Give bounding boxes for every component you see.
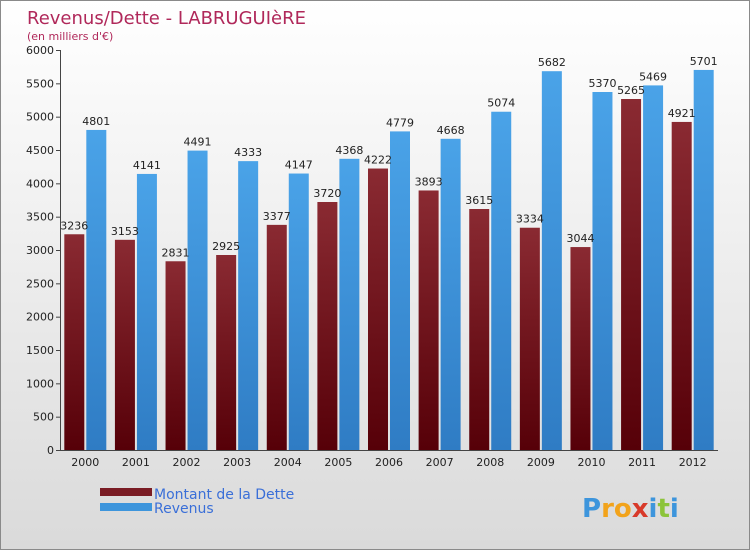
data-label-montant-de-la-dette-2011: 5265 [617, 84, 645, 97]
x-tick-label: 2011 [628, 456, 656, 469]
bar-revenus-2009 [541, 71, 562, 450]
y-tick-label: 2000 [26, 311, 54, 324]
logo-letter: o [614, 494, 632, 524]
data-label-revenus-2004: 4147 [285, 159, 313, 172]
y-tick-label: 5000 [26, 111, 54, 124]
x-tick-label: 2007 [426, 456, 454, 469]
bar-montant-de-la-dette-2011 [621, 99, 642, 450]
proxiti-logo: Proxiti [582, 494, 679, 524]
data-label-revenus-2012: 5701 [690, 55, 718, 68]
bar-montant-de-la-dette-2004 [266, 224, 287, 450]
legend-swatch-dette [100, 488, 152, 496]
logo-letter: i [670, 494, 679, 524]
y-axis-ticks: 0 500 1000 1500 2000 2500 3000 3500 4000 4500 5000… [26, 44, 60, 457]
y-tick-label: 500 [33, 411, 54, 424]
bar-revenus-2006 [390, 131, 410, 450]
bar-montant-de-la-dette-2003 [216, 255, 237, 450]
bar-montant-de-la-dette-2007 [418, 190, 439, 450]
y-tick-label: 4500 [26, 144, 54, 157]
y-tick-label: 2500 [26, 277, 54, 290]
legend-label-dette: Montant de la Dette [154, 487, 294, 503]
bar-revenus-2012 [693, 69, 714, 450]
bar-montant-de-la-dette-2010 [570, 247, 591, 450]
bar-revenus-2007 [440, 138, 461, 451]
x-tick-label: 2000 [71, 456, 99, 469]
data-label-montant-de-la-dette-2007: 3893 [415, 175, 443, 188]
logo-letter: r [601, 494, 614, 524]
bars [64, 69, 714, 451]
x-tick-label: 2012 [679, 456, 707, 469]
y-tick-label: 1000 [26, 377, 54, 390]
data-label-revenus-2005: 4368 [335, 144, 363, 157]
data-label-revenus-2006: 4779 [386, 116, 414, 129]
x-tick-label: 2006 [375, 456, 403, 469]
y-tick-label: 5500 [26, 77, 54, 90]
logo-letter: i [649, 494, 658, 524]
bar-revenus-2004 [288, 173, 309, 451]
y-tick-label: 0 [47, 444, 54, 457]
data-label-montant-de-la-dette-2006: 4222 [364, 154, 392, 167]
data-label-revenus-2002: 4491 [184, 136, 212, 149]
bar-revenus-2002 [187, 150, 208, 450]
y-tick-label: 6000 [26, 44, 54, 57]
x-axis-ticks: 2000 2001 2002 2003 2004 2005 2006 2007 2008 2009… [71, 456, 706, 469]
data-label-montant-de-la-dette-2008: 3615 [465, 194, 493, 207]
data-label-revenus-2001: 4141 [133, 159, 161, 172]
data-label-montant-de-la-dette-2002: 2831 [162, 246, 190, 259]
data-label-revenus-2009: 5682 [538, 56, 566, 69]
y-tick-label: 1500 [26, 344, 54, 357]
bar-montant-de-la-dette-2001 [114, 239, 135, 450]
data-label-revenus-2011: 5469 [639, 70, 667, 83]
data-label-montant-de-la-dette-2010: 3044 [566, 232, 594, 245]
data-label-revenus-2008: 5074 [487, 97, 515, 110]
bar-montant-de-la-dette-2000 [64, 234, 85, 450]
y-tick-label: 4000 [26, 177, 54, 190]
data-label-montant-de-la-dette-2001: 3153 [111, 225, 139, 238]
bar-montant-de-la-dette-2006 [368, 168, 388, 451]
x-tick-label: 2009 [527, 456, 555, 469]
logo-letter: t [657, 494, 669, 524]
data-label-montant-de-la-dette-2005: 3720 [313, 187, 341, 200]
x-tick-label: 2001 [122, 456, 150, 469]
data-label-revenus-2007: 4668 [437, 124, 465, 137]
legend-label-revenus: Revenus [154, 501, 214, 517]
legend: Montant de la Dette Revenus [100, 487, 294, 517]
legend-swatch-revenus [100, 503, 152, 511]
x-tick-label: 2010 [577, 456, 605, 469]
bar-revenus-2003 [238, 161, 259, 450]
chart-subtitle: (en milliers d'€) [27, 30, 113, 43]
logo-letter: P [582, 494, 601, 524]
data-label-montant-de-la-dette-2000: 3236 [60, 219, 88, 232]
x-tick-label: 2004 [274, 456, 302, 469]
bar-montant-de-la-dette-2012 [671, 121, 692, 450]
data-label-montant-de-la-dette-2009: 3334 [516, 213, 544, 226]
x-tick-label: 2008 [476, 456, 504, 469]
data-label-revenus-2000: 4801 [82, 115, 110, 128]
bar-montant-de-la-dette-2008 [469, 209, 490, 450]
x-tick-label: 2005 [324, 456, 352, 469]
x-tick-label: 2002 [173, 456, 201, 469]
bar-revenus-2011 [643, 85, 664, 451]
y-tick-label: 3000 [26, 244, 54, 257]
x-tick-label: 2003 [223, 456, 251, 469]
chart-title: Revenus/Dette - LABRUGUIèRE [27, 8, 306, 29]
bar-montant-de-la-dette-2005 [317, 202, 338, 450]
bar-revenus-2000 [86, 129, 107, 450]
logo-letter: x [632, 494, 649, 524]
data-labels: 3236 4801 3153 4141 2831 4491 2925 4333 3377 4147… [60, 55, 717, 259]
data-label-montant-de-la-dette-2012: 4921 [668, 107, 696, 120]
data-label-revenus-2010: 5370 [588, 77, 616, 90]
bar-montant-de-la-dette-2002 [165, 261, 186, 450]
bar-montant-de-la-dette-2009 [519, 227, 540, 450]
bar-revenus-2010 [592, 92, 613, 450]
bar-revenus-2008 [491, 111, 512, 450]
bar-revenus-2001 [136, 173, 157, 450]
y-tick-label: 3500 [26, 211, 54, 224]
data-label-montant-de-la-dette-2003: 2925 [212, 240, 240, 253]
data-label-montant-de-la-dette-2004: 3377 [263, 210, 291, 223]
bar-revenus-2005 [339, 158, 360, 451]
data-label-revenus-2003: 4333 [234, 146, 262, 159]
